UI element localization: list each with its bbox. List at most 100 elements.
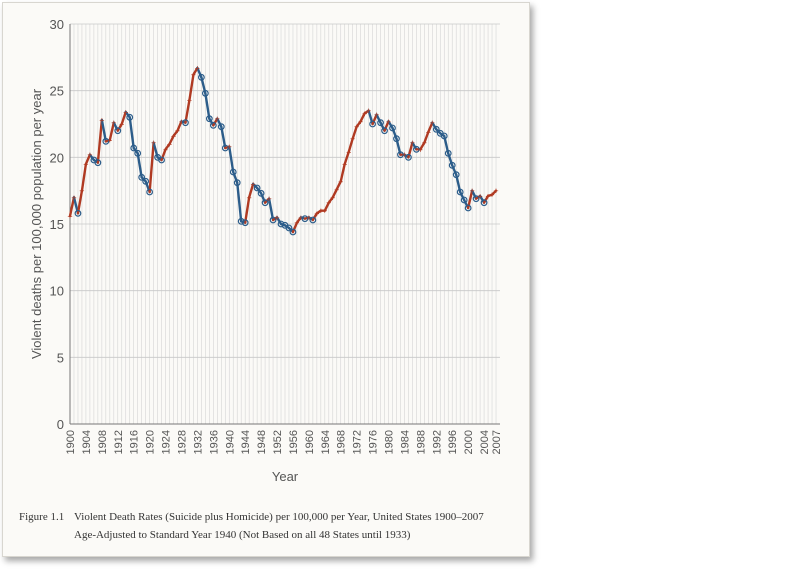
data-point: + <box>366 106 371 116</box>
data-point <box>432 125 440 133</box>
data-point: + <box>274 213 279 223</box>
data-point: + <box>330 193 335 203</box>
x-tick-label: 1924 <box>161 430 173 454</box>
data-point: + <box>227 142 232 152</box>
series-segment <box>196 66 203 79</box>
data-point: + <box>119 120 124 130</box>
x-tick-label: 1908 <box>97 430 109 454</box>
x-tick-label: 1956 <box>288 430 300 454</box>
series-segment <box>148 141 155 194</box>
y-axis-label: Violent deaths per 100,000 population pe… <box>29 88 44 359</box>
x-tick-label: 1900 <box>65 430 77 454</box>
data-point <box>261 199 269 207</box>
data-point <box>126 113 134 121</box>
data-point <box>452 171 460 179</box>
figure-caption: Figure 1.1 Violent Death Rates (Suicide p… <box>19 508 524 544</box>
series-segment <box>216 117 223 128</box>
data-point <box>289 228 297 236</box>
series-segment <box>470 189 478 200</box>
data-point <box>229 168 237 176</box>
data-point <box>377 119 384 127</box>
data-point <box>389 124 396 132</box>
x-tick-label: 1980 <box>384 430 396 454</box>
data-point: + <box>493 186 498 196</box>
y-tick-label: 10 <box>50 284 64 299</box>
data-point: + <box>418 145 423 155</box>
series-segment <box>116 122 123 132</box>
data-point <box>460 196 468 204</box>
data-point <box>257 189 265 197</box>
data-point: + <box>410 138 415 148</box>
data-point: + <box>342 160 347 170</box>
data-point: + <box>354 122 359 132</box>
data-point: + <box>326 198 331 208</box>
data-point <box>397 151 404 159</box>
data-point <box>74 209 82 217</box>
x-tick-label: 1972 <box>352 430 364 454</box>
series-segment <box>228 145 235 174</box>
series-segment <box>311 212 319 222</box>
data-point <box>464 204 472 212</box>
data-point: + <box>386 117 391 127</box>
data-point <box>381 127 388 135</box>
data-point: + <box>67 212 72 222</box>
data-point: + <box>298 213 303 223</box>
caption-line-2: Age-Adjusted to Standard Year 1940 (Not … <box>74 529 411 541</box>
x-tick-label: 1948 <box>256 430 268 454</box>
data-point <box>369 120 376 128</box>
x-tick-label: 1960 <box>304 430 316 454</box>
data-point <box>182 119 189 127</box>
data-point <box>405 153 412 161</box>
data-point <box>114 127 122 135</box>
data-point: + <box>175 126 180 136</box>
x-tick-label: 1996 <box>447 430 459 454</box>
series-segment <box>275 216 283 226</box>
series-segment <box>188 73 195 102</box>
data-point: + <box>87 150 92 160</box>
series-segment <box>259 192 267 204</box>
data-point <box>277 220 285 228</box>
series-segment <box>128 116 135 150</box>
data-point: + <box>402 150 407 160</box>
y-tick-label: 25 <box>50 84 64 99</box>
y-tick-label: 5 <box>57 350 64 365</box>
series-segment <box>220 125 227 150</box>
data-point <box>444 149 452 157</box>
series-segment <box>120 110 127 126</box>
data-point <box>217 123 225 131</box>
data-point: + <box>83 160 88 170</box>
data-point: + <box>318 206 323 216</box>
data-point <box>130 144 138 152</box>
data-point <box>146 188 154 196</box>
data-point <box>440 132 448 140</box>
grid <box>69 23 500 425</box>
x-tick-label: 1992 <box>431 430 443 454</box>
series-segment <box>343 150 350 166</box>
x-tick-label: 2004 <box>479 430 491 454</box>
series-segment <box>371 113 378 126</box>
series-segment <box>490 189 498 196</box>
data-point <box>94 159 102 167</box>
data-point: + <box>489 190 494 200</box>
data-point: + <box>306 213 311 223</box>
data-point: + <box>374 110 379 120</box>
series-segment <box>68 196 76 218</box>
data-point: + <box>187 96 192 106</box>
data-point <box>285 224 293 232</box>
data-point <box>138 173 146 181</box>
data-point: + <box>79 186 84 196</box>
data-point: + <box>294 218 299 228</box>
data-point: + <box>111 118 116 128</box>
data-point: + <box>71 193 76 203</box>
data-point <box>456 188 464 196</box>
series-segment <box>458 190 466 202</box>
series-segment <box>80 162 88 192</box>
caption-text-1: Violent Death Rates (Suicide plus Homici… <box>74 511 484 523</box>
series-segment <box>84 153 92 166</box>
series-segment <box>431 121 438 131</box>
x-tick-label: 1944 <box>240 430 252 454</box>
data-point: + <box>358 117 363 127</box>
x-tick-label: 1976 <box>368 430 380 454</box>
x-tick-label: 1940 <box>224 430 236 454</box>
data-point: + <box>251 180 256 190</box>
